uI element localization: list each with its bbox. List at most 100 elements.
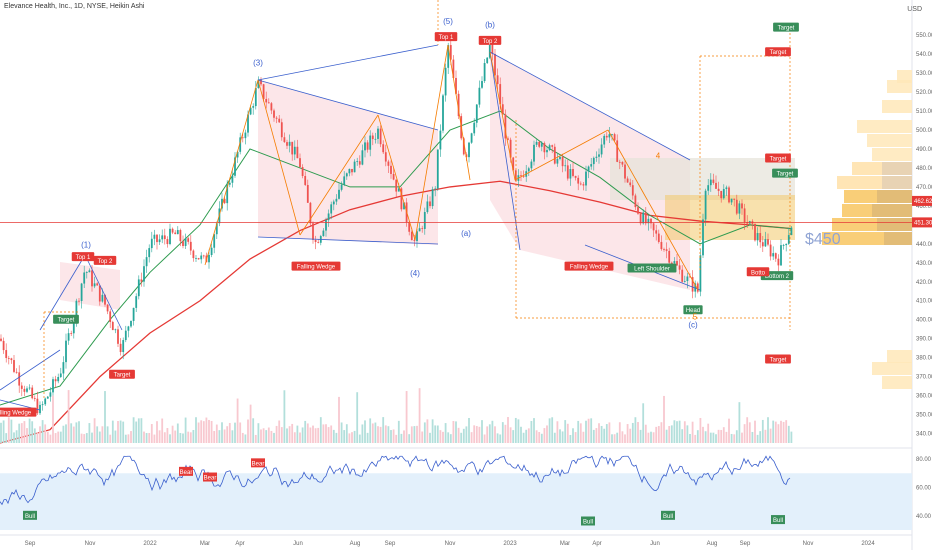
candle-body — [488, 43, 491, 58]
candle-body — [496, 75, 499, 85]
candle-body — [390, 165, 392, 174]
candle-body — [733, 198, 736, 200]
candle-body — [249, 107, 252, 115]
candle-body — [228, 182, 231, 185]
candle-body — [738, 203, 741, 214]
candle-body — [592, 157, 595, 165]
candle-body — [179, 230, 182, 242]
label-badge — [564, 261, 614, 271]
price-axis-badge — [912, 195, 932, 206]
candle-body — [756, 233, 759, 241]
x-tick-label: Apr — [235, 541, 244, 547]
volume-bar — [96, 426, 99, 443]
volume-bar — [715, 434, 717, 443]
volume-bar — [660, 422, 663, 443]
price-axis-badge — [912, 217, 932, 228]
candle-body — [187, 238, 190, 242]
label-badge — [93, 255, 117, 265]
rsi-badge-text: Bull — [663, 514, 673, 520]
trend-line — [414, 44, 449, 241]
y-tick-label: 520.00 — [916, 90, 932, 96]
candle-body — [273, 110, 275, 118]
volume-bar — [338, 396, 340, 443]
volume-bar — [117, 421, 119, 443]
candle-body — [75, 300, 78, 320]
volume-bar — [101, 426, 104, 443]
candle-body — [699, 255, 702, 292]
volume-bar — [665, 429, 668, 443]
volume-bar — [507, 417, 509, 443]
candle-body — [275, 117, 278, 119]
volume-bar — [65, 424, 67, 443]
volume-bar — [421, 431, 424, 443]
label-text: Falling Wedge — [570, 265, 609, 271]
wave-label: (c) — [688, 320, 698, 329]
volume-bar — [579, 423, 582, 443]
candle-body — [413, 240, 416, 242]
volume-bar — [239, 422, 242, 443]
candle-body — [340, 184, 343, 190]
volume-bar — [436, 425, 439, 443]
candle-body — [587, 166, 590, 172]
y-tick-label: 460.00 — [916, 204, 932, 210]
candle-body — [335, 198, 338, 202]
volume-bar — [468, 417, 470, 443]
label-text: Botto — [751, 270, 766, 276]
volume-bar — [156, 421, 158, 443]
candle-body — [41, 404, 44, 406]
label-text: Top 1 — [76, 255, 91, 261]
volume-bar — [332, 429, 335, 443]
candle-body — [509, 139, 512, 158]
rsi-badge-text: Bull — [583, 519, 593, 525]
candle-body — [169, 228, 171, 245]
candle-body — [52, 379, 54, 393]
candle-body — [163, 235, 166, 240]
volume-bar — [286, 428, 288, 443]
candle-body — [291, 141, 294, 155]
label-text: Target — [58, 318, 75, 324]
volume-bar — [410, 426, 413, 443]
trend-line — [489, 51, 521, 251]
candle-body — [553, 146, 556, 164]
volume-bar — [369, 418, 372, 443]
volume-bar — [200, 420, 203, 443]
volume-bar — [20, 423, 23, 443]
candle-body — [101, 294, 104, 302]
volume-bar — [226, 426, 229, 443]
candle-body — [564, 165, 567, 167]
pattern-label: Target — [773, 22, 799, 32]
candle-body — [499, 84, 502, 105]
pattern-zone — [258, 80, 438, 245]
y-tick-label: 380.00 — [916, 356, 932, 362]
volume-bar — [426, 419, 429, 443]
candle-body — [676, 261, 678, 266]
candle-body — [709, 179, 712, 186]
label-text: Top 1 — [439, 35, 454, 41]
volume-bar — [449, 434, 452, 443]
candle-body — [546, 149, 548, 153]
trend-line — [299, 114, 379, 236]
candle-body — [213, 234, 216, 248]
candle-body — [683, 281, 686, 282]
volume-bar — [626, 424, 629, 443]
target-zone — [665, 195, 795, 240]
volume-bar — [582, 431, 585, 443]
volume-bar — [514, 417, 517, 443]
volume-bar — [192, 429, 195, 443]
candle-body — [462, 138, 465, 155]
volume-bar — [70, 423, 73, 443]
volume-bar — [314, 428, 317, 443]
candle-body — [629, 182, 632, 186]
volume-bar — [67, 390, 70, 443]
volume-bar — [356, 392, 359, 443]
rsi-label: Bear — [179, 466, 193, 476]
pattern-label: Top 2 — [478, 35, 502, 45]
candle-body — [678, 265, 681, 270]
volume-bar — [491, 420, 494, 443]
candle-body — [579, 183, 582, 185]
candle-body — [5, 350, 8, 359]
label-badge — [478, 35, 502, 45]
candle-body — [551, 145, 554, 147]
